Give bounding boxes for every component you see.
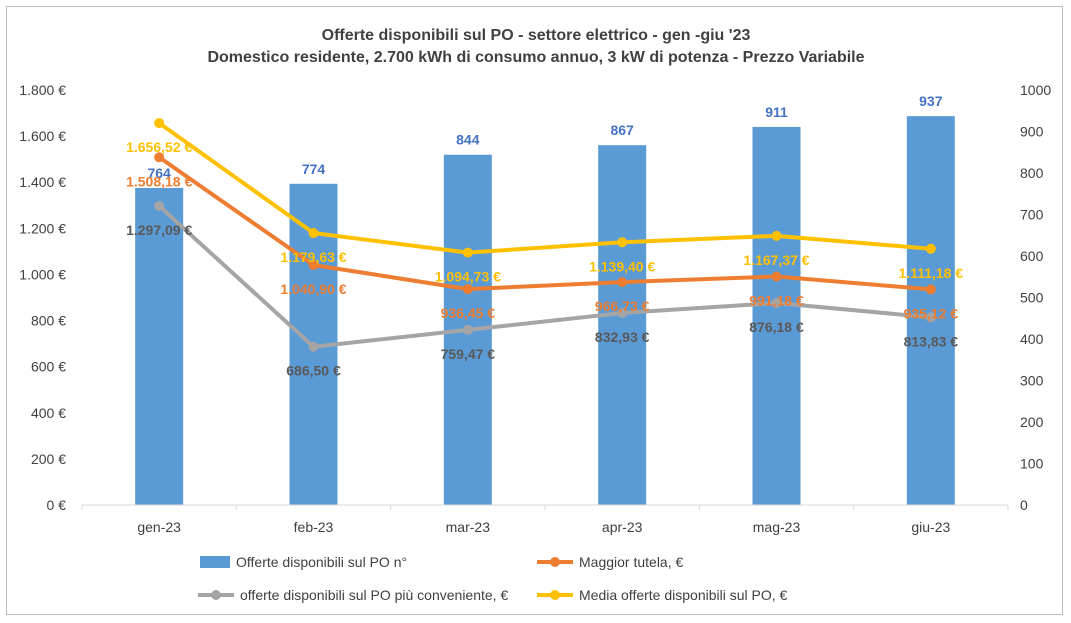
series-point [462,247,473,258]
y-right-tick-label: 1000 [1020,82,1051,98]
bar-value-label: 867 [610,122,634,138]
y-right-tick-label: 600 [1020,248,1044,264]
bars-layer [135,116,955,506]
y-left-tick-label: 1.400 € [19,174,66,190]
point-value-label: 1.040,90 € [280,281,346,297]
point-value-label: 1.656,52 € [126,139,192,155]
bar-value-label: 764 [147,165,171,181]
y-left-tick-label: 1.200 € [19,220,66,236]
labels-layer: 764 774 844 867 911 937 1.508,18 € 1.040,90 € 93… [126,93,963,379]
point-value-label: 966,73 € [595,298,650,314]
point-value-label: 686,50 € [286,363,341,379]
series-point [617,307,628,318]
y-right-tick-label: 500 [1020,290,1044,306]
y-right-tick-label: 700 [1020,207,1044,223]
y-right-tick-label: 0 [1020,497,1028,513]
y-left-tick-label: 200 € [31,451,66,467]
y-left-tick-label: 1.000 € [19,266,66,282]
series-point [771,297,782,308]
point-value-label: 813,83 € [904,333,959,349]
point-value-label: 759,47 € [441,346,496,362]
y-right-tick-label: 100 [1020,456,1044,472]
point-value-label: 1.139,40 € [589,258,655,274]
series-point [925,312,936,323]
y-left-tick-label: 400 € [31,405,66,421]
chart-subtitle: Domestico residente, 2.700 kWh di consum… [207,49,864,66]
point-value-label: 1.179,63 € [280,249,346,265]
point-value-label: 935,12 € [904,305,959,321]
x-tick-label: apr-23 [602,519,643,535]
point-value-label: 936,45 € [441,305,496,321]
series-line [157,155,933,292]
legend: Offerte disponibili sul PO n° Maggior tut… [198,554,788,603]
legend-marker [550,590,560,600]
point-value-label: 1.508,18 € [126,173,192,189]
point-value-label: 1.167,37 € [743,252,809,268]
y-left-tick-label: 800 € [31,313,66,329]
x-tick-label: mar-23 [446,519,491,535]
legend-marker [550,557,560,567]
point-value-label: 1.111,18 € [899,265,964,281]
x-tick-label: mag-23 [753,519,801,535]
series-point [617,237,628,248]
x-tick-label: gen-23 [137,519,181,535]
y-left-tick-label: 1.600 € [19,128,66,144]
chart-title: Offerte disponibili sul PO - settore ele… [322,27,751,44]
y-right-tick-label: 800 [1020,165,1044,181]
y-left-tick-label: 0 € [47,497,67,513]
y-right-tick-label: 900 [1020,124,1044,140]
series-point [925,243,936,254]
legend-label: Offerte disponibili sul PO n° [236,554,407,570]
point-value-label: 1.094,73 € [435,269,501,285]
series-point [462,324,473,335]
x-tick-label: giu-23 [911,519,950,535]
series-point [925,284,936,295]
series-point [617,277,628,288]
legend-label: Media offerte disponibili sul PO, € [579,587,788,603]
y-left-tick-label: 600 € [31,359,66,375]
y-left-tick-label: 1.800 € [19,82,66,98]
series-point [154,200,165,211]
point-value-label: 1.297,09 € [126,222,192,238]
legend-marker [211,590,221,600]
legend-label: Maggior tutela, € [579,554,683,570]
series-line [157,203,933,349]
series-point [308,260,319,271]
legend-swatch [200,556,230,568]
bar-value-label: 937 [919,93,943,109]
x-tick-label: feb-23 [294,519,334,535]
point-value-label: 876,18 € [749,319,804,335]
series-point [154,118,165,129]
bar-value-label: 911 [765,104,788,120]
y-right-tick-label: 200 [1020,414,1044,430]
series-point [308,341,319,352]
series-point [308,228,319,239]
bar [598,145,647,505]
lines-layer [154,118,936,352]
bar-value-label: 774 [302,161,326,177]
y-right-tick-label: 300 [1020,373,1044,389]
bar [752,126,801,505]
point-value-label: 832,93 € [595,329,650,345]
series-line [157,121,933,255]
axis-layer: gen-23 feb-23 mar-23 apr-23 mag-23 giu-23 0 € 2… [19,82,1051,535]
bar [135,187,184,505]
point-value-label: 991,18 € [749,292,804,308]
legend-label: offerte disponibili sul PO più convenien… [240,587,508,603]
bar [906,116,955,506]
series-point [462,284,473,295]
series-point [154,152,165,163]
series-point [771,230,782,241]
y-right-tick-label: 400 [1020,331,1044,347]
bar-value-label: 844 [456,132,480,148]
series-point [771,271,782,282]
